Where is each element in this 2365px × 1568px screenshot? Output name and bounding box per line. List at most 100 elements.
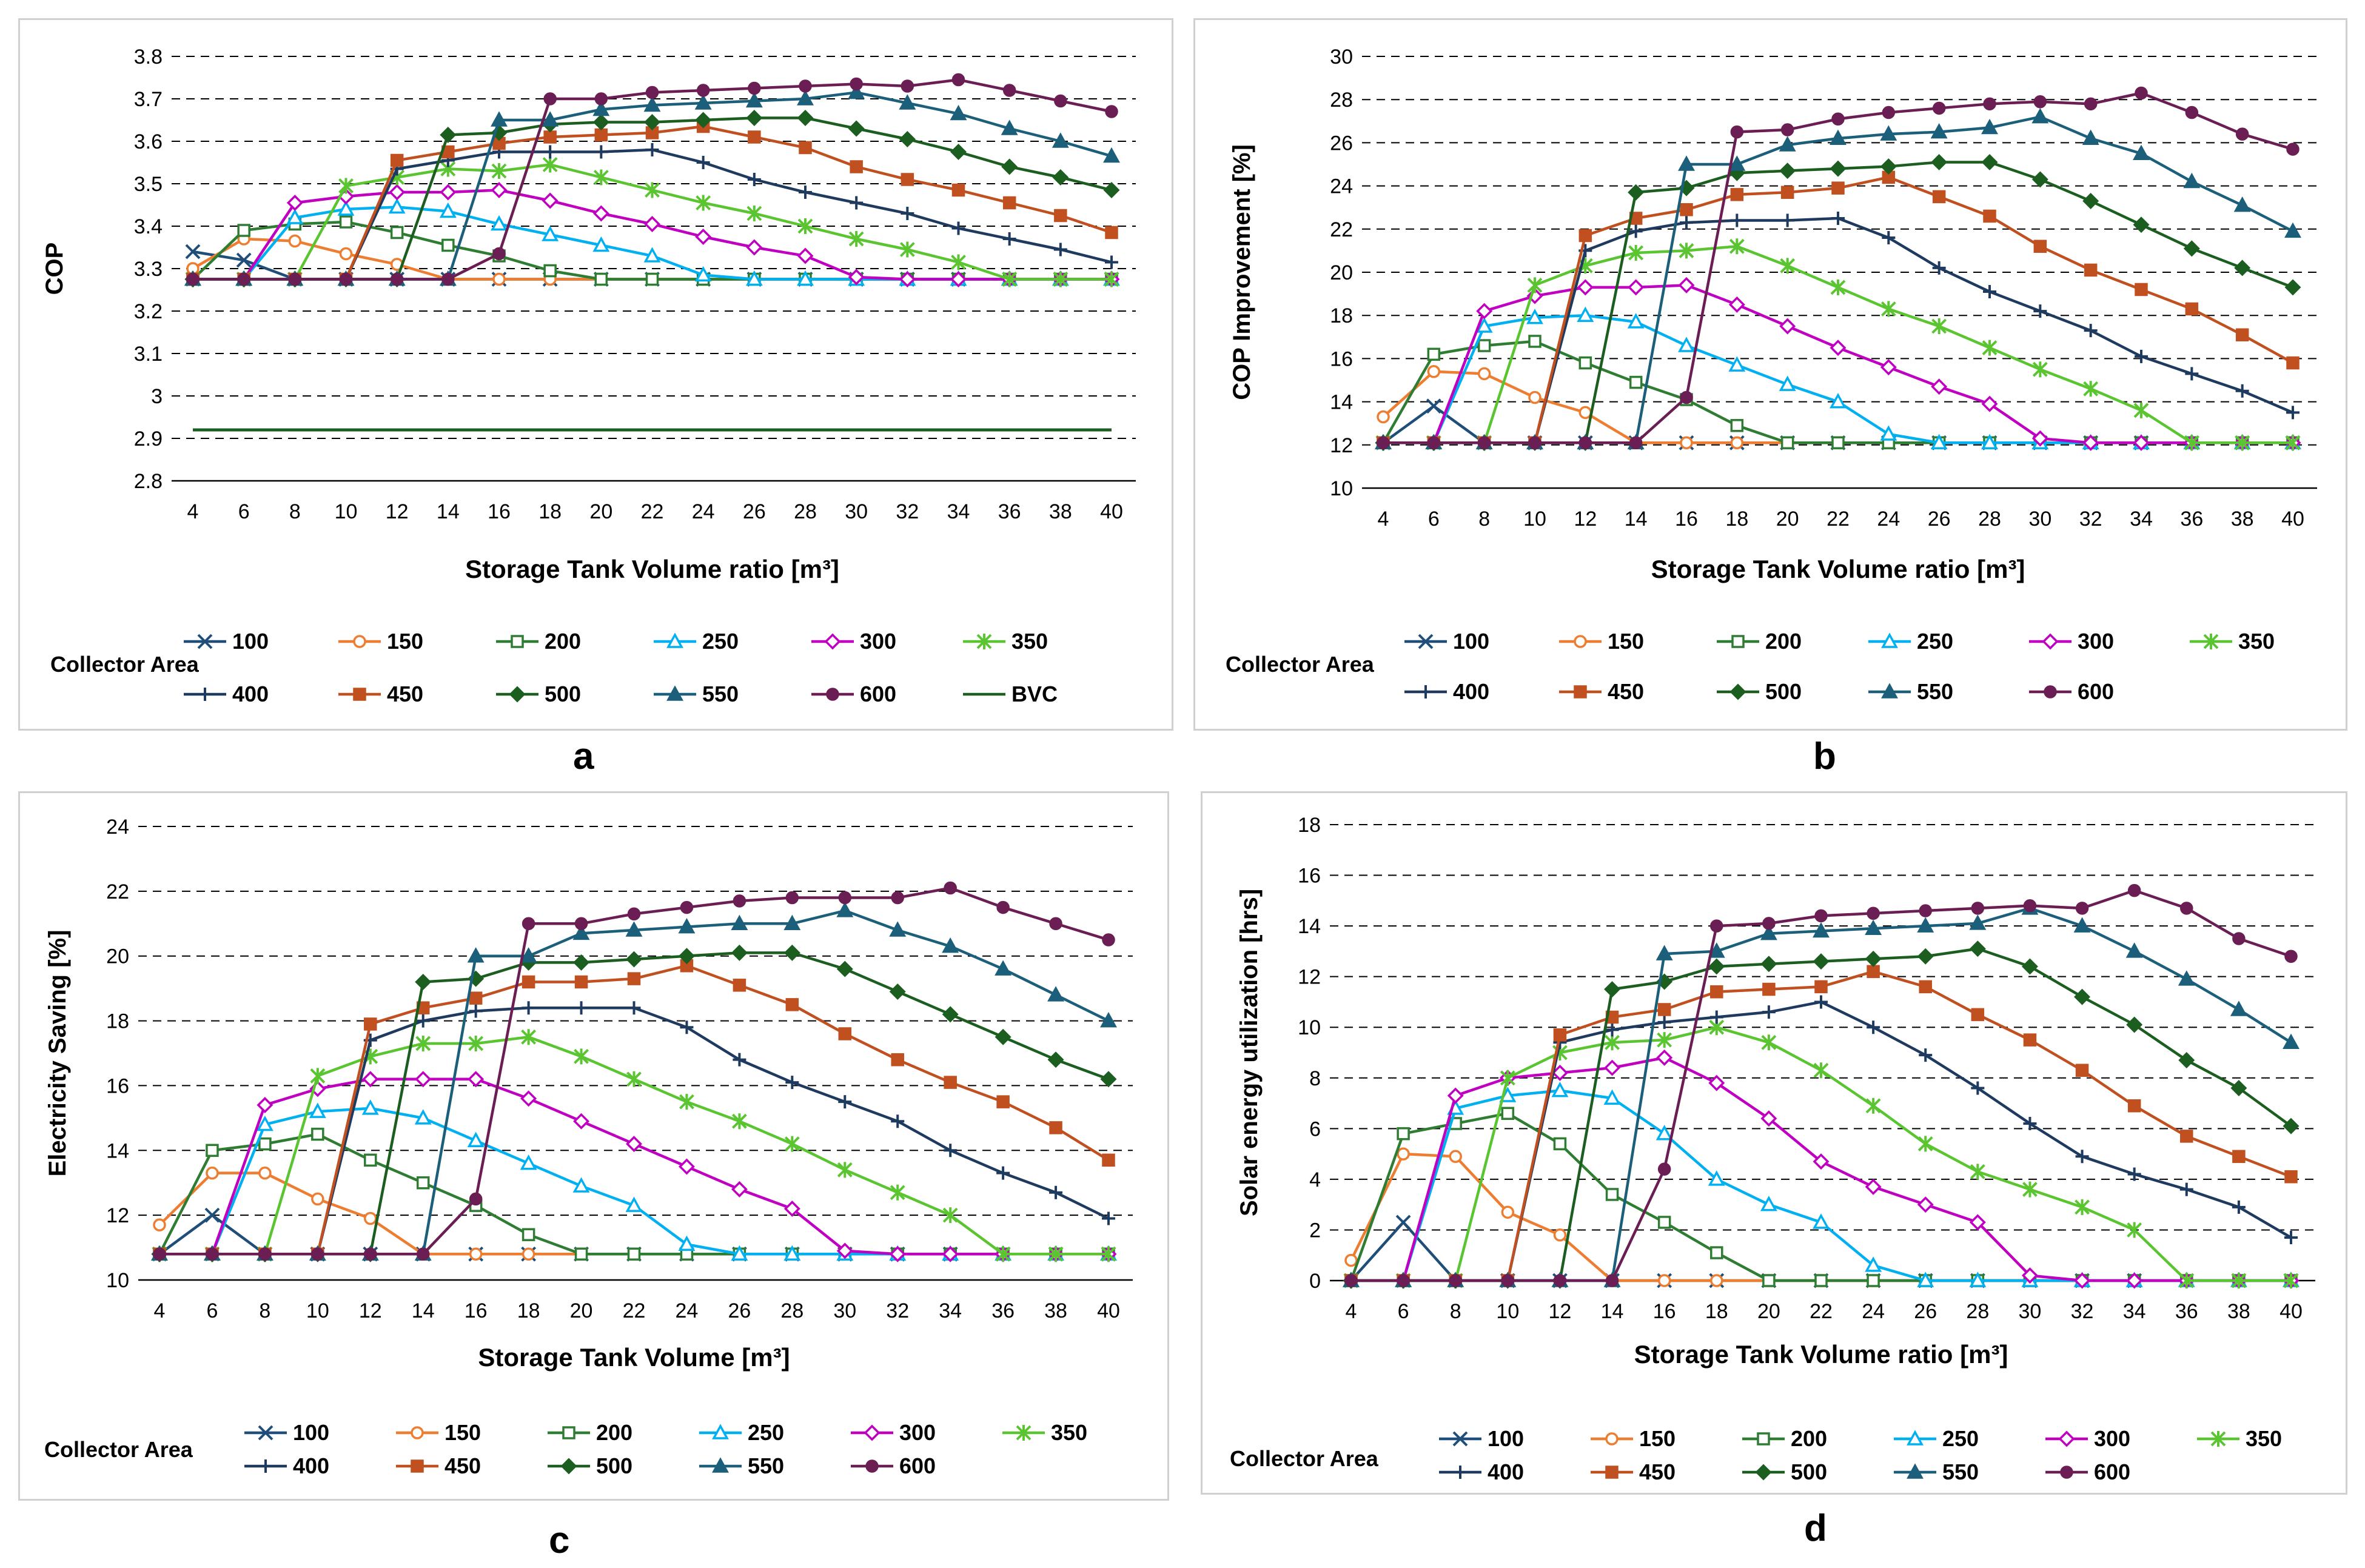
- legend-item-450: 450: [1559, 679, 1644, 704]
- series-250: [1343, 1082, 2300, 1287]
- data-point-250: [361, 1099, 379, 1115]
- data-point-250: [643, 247, 661, 263]
- legend-label: 550: [702, 682, 739, 706]
- legend-label: 550: [1942, 1459, 1979, 1484]
- x-tick-label: 32: [886, 1299, 909, 1322]
- data-point-250: [1577, 306, 1594, 322]
- data-point-550: [899, 94, 916, 110]
- data-point-400: [2127, 1167, 2141, 1181]
- x-tick-label: 22: [1827, 508, 1850, 531]
- data-point-500: [1628, 184, 1645, 201]
- data-point-350: [951, 254, 966, 270]
- data-point-300: [520, 1090, 537, 1107]
- data-point-250: [1779, 375, 1796, 391]
- data-point-200: [522, 1228, 535, 1241]
- data-point-600: [2284, 950, 2298, 963]
- data-point-600: [311, 1247, 324, 1261]
- series-600: [153, 881, 1115, 1261]
- data-point-350: [645, 182, 660, 198]
- data-point-500: [1865, 950, 1882, 967]
- data-point-250: [678, 1235, 696, 1251]
- y-tick-label: 16: [106, 1074, 129, 1097]
- x-tick-label: 6: [206, 1299, 218, 1322]
- data-point-350: [468, 1035, 484, 1051]
- data-point-400: [850, 196, 864, 210]
- x-tick-label: 38: [2227, 1300, 2250, 1323]
- data-point-350: [1104, 271, 1119, 287]
- x-tick-label: 38: [2231, 508, 2254, 531]
- data-point-150: [469, 1247, 483, 1261]
- x-tick-label: 14: [1625, 508, 1648, 531]
- data-point-400: [2286, 406, 2300, 420]
- data-point-550: [1708, 942, 1725, 958]
- data-point-100: [185, 244, 201, 260]
- data-point-400: [1780, 213, 1794, 227]
- data-point-300: [1604, 1059, 1621, 1076]
- data-point-450: [951, 183, 965, 197]
- data-point-150: [1528, 390, 1541, 404]
- data-point-600: [1002, 84, 1016, 97]
- data-point-500: [1969, 940, 1986, 957]
- data-point-500: [2074, 988, 2091, 1005]
- x-tick-label: 16: [1675, 508, 1698, 531]
- data-point-200: [258, 1137, 272, 1151]
- data-point-600: [1780, 123, 1794, 136]
- data-point-400: [1709, 1010, 1723, 1024]
- legend-marker: [411, 1459, 424, 1473]
- legend-item-500: 500: [1717, 679, 1802, 704]
- data-point-400: [680, 1020, 694, 1034]
- data-point-300: [542, 192, 559, 209]
- legend-marker: [1757, 1432, 1770, 1446]
- data-point-450: [1983, 209, 1996, 223]
- data-point-600: [1102, 933, 1115, 946]
- data-point-350: [995, 1246, 1011, 1262]
- data-point-550: [694, 94, 712, 110]
- x-tick-label: 18: [1705, 1300, 1728, 1323]
- legend-item-400: 400: [244, 1453, 329, 1478]
- data-point-600: [1710, 919, 1723, 933]
- data-point-500: [1047, 1051, 1064, 1068]
- data-point-350: [837, 1162, 853, 1178]
- series-500: [151, 944, 1117, 1262]
- legend-marker: [824, 633, 841, 650]
- x-axis-label: Storage Tank Volume ratio [m³]: [465, 555, 839, 583]
- data-point-200: [390, 226, 404, 240]
- x-tick-label: 8: [1450, 1300, 1461, 1323]
- data-point-600: [594, 92, 608, 106]
- data-point-250: [1760, 1196, 1777, 1211]
- x-tick-label: 28: [780, 1299, 803, 1322]
- data-point-500: [783, 944, 800, 961]
- data-point-250: [467, 1131, 485, 1148]
- data-point-200: [1730, 419, 1744, 432]
- y-tick-label: 12: [1298, 966, 1321, 989]
- data-point-450: [850, 160, 863, 173]
- data-point-450: [785, 998, 799, 1011]
- data-point-600: [522, 917, 535, 931]
- data-point-550: [1678, 155, 1695, 171]
- data-point-350: [2283, 1273, 2299, 1288]
- data-point-500: [2178, 1052, 2195, 1069]
- data-point-450: [2135, 283, 2148, 297]
- data-point-550: [572, 924, 590, 940]
- data-point-150: [1710, 1274, 1723, 1287]
- series-200: [1344, 1107, 2298, 1287]
- legend-label: 400: [1488, 1459, 1524, 1484]
- data-point-300: [1931, 378, 1948, 395]
- data-point-600: [2135, 86, 2148, 100]
- data-point-200: [1397, 1127, 1410, 1141]
- x-tick-label: 38: [1044, 1299, 1067, 1322]
- data-point-400: [1882, 231, 1896, 245]
- x-tick-label: 26: [1914, 1300, 1937, 1323]
- data-point-300: [1447, 1087, 1464, 1104]
- data-point-300: [848, 269, 865, 286]
- data-point-400: [799, 186, 812, 199]
- data-point-600: [2232, 932, 2246, 945]
- x-tick-label: 6: [238, 500, 250, 523]
- data-point-150: [522, 1247, 535, 1261]
- y-tick-label: 10: [106, 1269, 129, 1292]
- legend-item-300: 300: [851, 1420, 936, 1445]
- data-point-450: [1730, 188, 1744, 201]
- data-point-500: [995, 1028, 1011, 1045]
- x-tick-label: 8: [259, 1299, 270, 1322]
- series-line-150: [158, 1171, 1109, 1256]
